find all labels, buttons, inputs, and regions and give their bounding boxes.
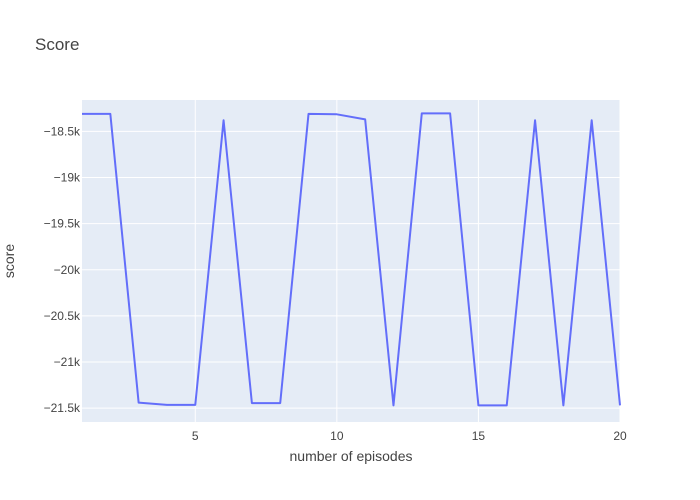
series-layer [82,112,621,407]
y-tick-label: −19.5k [44,217,81,231]
x-tick-label: 15 [472,429,486,443]
x-tick-labels: 5 10 15 20 [192,429,627,443]
y-axis-title: score [1,244,17,278]
plot-area [82,100,620,422]
x-tick-label: 5 [192,429,199,443]
x-gridlines [194,100,621,422]
y-tick-label: −18.5k [44,124,81,138]
chart-title: Score [35,35,79,54]
y-tick-label: −21k [54,355,81,369]
y-tick-label: −20k [54,263,81,277]
x-tick-label: 10 [330,429,344,443]
y-tick-label: −21.5k [44,401,81,415]
y-tick-labels: −21.5k −21k −20.5k −20k −19.5k −19k −18.5k [44,124,81,415]
x-tick-label: 20 [613,429,627,443]
y-tick-label: −20.5k [44,309,81,323]
series-line [82,112,621,407]
y-tick-label: −19k [54,171,81,185]
x-axis-title: number of episodes [290,448,413,464]
